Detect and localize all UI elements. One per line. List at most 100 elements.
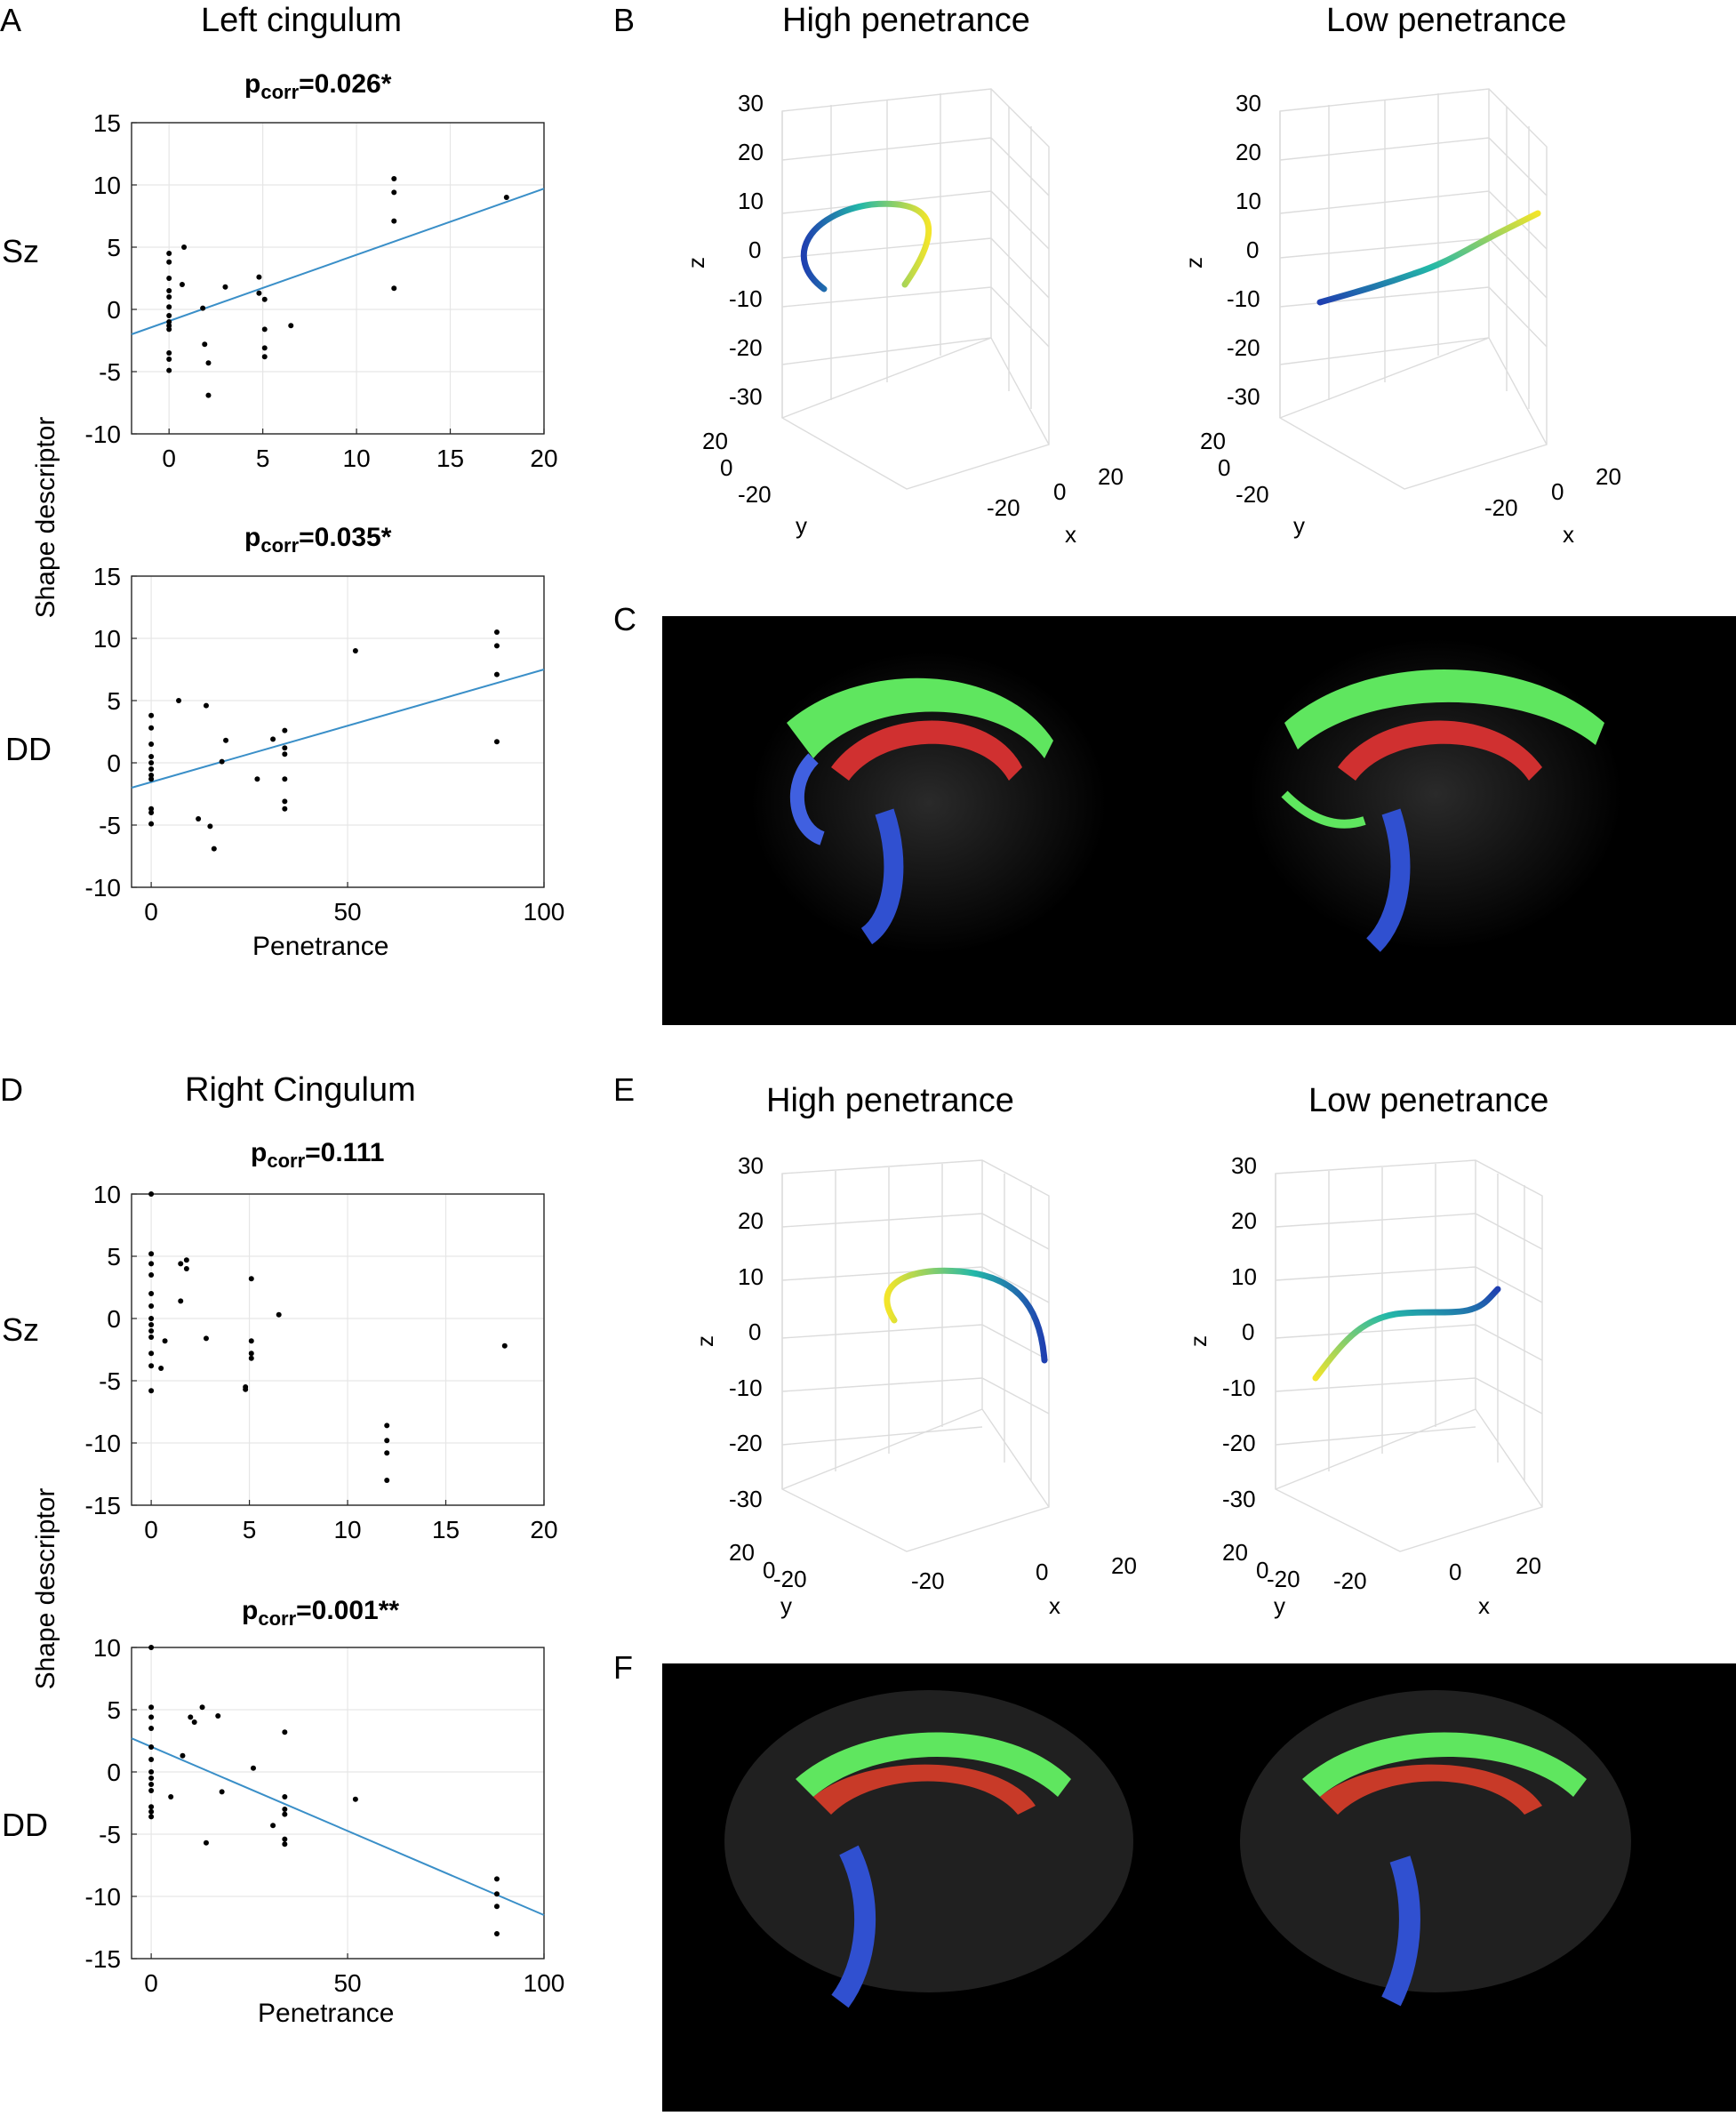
x-tick-label: 0 <box>144 1969 158 1997</box>
z-tick-label: 30 <box>738 1152 764 1179</box>
y-tick-label: -20 <box>738 481 772 508</box>
z-tick-label: -30 <box>1222 1486 1256 1512</box>
xlabel-a-dd: Penetrance <box>252 932 389 961</box>
data-point <box>148 821 155 827</box>
row-label-sz-bottom: Sz <box>2 1311 40 1348</box>
y-tick-label: -20 <box>1267 1566 1300 1592</box>
data-point <box>148 1714 155 1720</box>
z-axis-label: z <box>684 257 709 269</box>
x-tick-label: 0 <box>162 445 176 472</box>
plot-frame <box>131 122 545 435</box>
x-tick-label: 5 <box>256 445 270 472</box>
data-point <box>148 712 155 718</box>
x-tick-label: 0 <box>1036 1559 1048 1585</box>
data-point <box>207 823 213 830</box>
data-point <box>384 1478 390 1483</box>
x-axis-label: x <box>1049 1592 1060 1619</box>
data-point <box>148 1645 155 1650</box>
y-tick-label: -5 <box>99 1367 121 1395</box>
data-point <box>248 1338 254 1344</box>
data-point <box>261 326 268 333</box>
data-point <box>261 354 268 360</box>
y-tick-label: -20 <box>773 1566 807 1592</box>
y-tick-label: -10 <box>85 421 121 448</box>
y-tick-label: -5 <box>99 1821 121 1848</box>
x-tick-label: 0 <box>1551 478 1564 505</box>
data-point <box>205 360 212 366</box>
z-tick-label: -20 <box>729 334 763 361</box>
data-point <box>166 304 172 310</box>
x-tick-label: 20 <box>530 1516 557 1543</box>
data-point <box>493 643 500 649</box>
data-point <box>243 1386 249 1392</box>
data-point <box>282 776 288 782</box>
z-tick-label: -30 <box>1227 383 1260 410</box>
z-tick-label: 10 <box>738 188 764 214</box>
brain-left-high <box>751 652 1107 954</box>
data-point <box>215 1713 221 1719</box>
data-point <box>148 1814 155 1820</box>
data-point <box>148 806 155 812</box>
data-point <box>188 1714 194 1720</box>
y-tick-label: 10 <box>93 172 121 199</box>
z-tick-label: -10 <box>729 285 763 312</box>
data-point <box>166 251 172 256</box>
data-point <box>166 323 172 329</box>
x-tick-label: -20 <box>987 494 1020 521</box>
pcorr-title-d-sz: pcorr=0.111 <box>251 1138 385 1172</box>
data-point <box>282 798 288 805</box>
data-point <box>166 326 172 333</box>
data-point <box>282 745 288 751</box>
data-point <box>158 1366 164 1371</box>
z-tick-label: 0 <box>1246 236 1259 263</box>
y-tick-label: 10 <box>93 1181 121 1208</box>
data-point <box>282 727 288 733</box>
data-point <box>352 648 358 653</box>
data-point <box>148 1291 155 1296</box>
y-tick-label: 0 <box>1218 454 1230 481</box>
data-point <box>168 1794 174 1799</box>
data-point <box>288 323 294 329</box>
plot-frame <box>131 1647 545 1960</box>
3d-grid-box <box>781 88 1050 490</box>
data-point <box>199 1704 205 1711</box>
data-point <box>391 189 397 196</box>
z-tick-label: 20 <box>1236 139 1261 165</box>
x-tick-label: 100 <box>524 1969 565 1997</box>
data-point <box>166 313 172 318</box>
x-tick-label: 20 <box>1098 463 1124 490</box>
x-tick-label: 20 <box>1111 1552 1137 1579</box>
data-point <box>148 1782 155 1787</box>
data-point <box>493 1876 500 1882</box>
data-point <box>203 1839 209 1846</box>
z-tick-label: 30 <box>738 90 764 116</box>
y-axis-label: y <box>780 1592 792 1619</box>
data-point <box>178 1298 184 1304</box>
data-point <box>261 345 268 351</box>
y-tick-label: -10 <box>85 1430 121 1457</box>
data-point <box>391 285 397 292</box>
data-point <box>493 1904 500 1910</box>
tract-3d-plot-b-high: 30 20 10 0 -10 -20 -30 20 0 -20 -20 0 20… <box>684 88 1124 548</box>
y-axis-label: y <box>796 512 807 539</box>
tractography-image-f <box>662 1663 1736 2112</box>
data-point <box>352 1796 358 1802</box>
data-point <box>256 290 262 296</box>
tract-line <box>1312 1286 1501 1382</box>
z-tick-label: -10 <box>1222 1375 1256 1401</box>
data-point <box>254 776 260 782</box>
data-point <box>148 760 155 765</box>
data-point <box>183 1266 189 1271</box>
x-tick-label: 5 <box>243 1516 257 1543</box>
panel-d-title: Right Cingulum <box>185 1071 416 1109</box>
data-point <box>148 1261 155 1267</box>
z-tick-label: 10 <box>738 1263 764 1290</box>
data-point <box>148 766 155 772</box>
data-point <box>493 671 500 677</box>
data-point <box>148 1757 155 1762</box>
x-tick-label: 100 <box>524 898 565 926</box>
pcorr-title-d-dd: pcorr=0.001** <box>242 1596 400 1630</box>
data-point <box>205 392 212 398</box>
panel-a-title: Left cingulum <box>201 2 403 39</box>
row-label-dd-bottom: DD <box>2 1807 48 1843</box>
